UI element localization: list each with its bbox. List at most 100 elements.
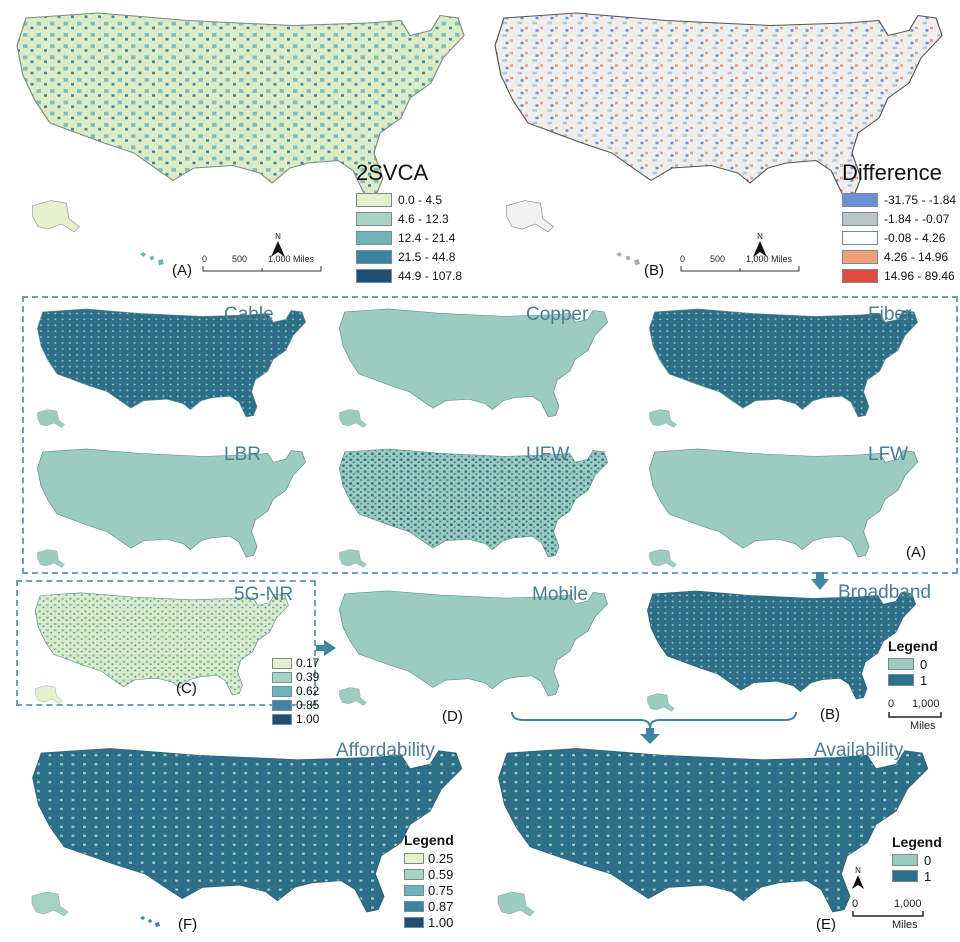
map-tech [36, 308, 307, 428]
legend-5g: 0.17 0.39 0.62 0.85 1.00 [272, 656, 319, 726]
map-title: LBR [224, 444, 261, 465]
legend-swatch [272, 685, 292, 697]
map-title: 5G-NR [234, 584, 294, 605]
panel-mobile: Mobile [330, 582, 630, 712]
legend-title: Legend [892, 834, 942, 850]
panel-letter: (B) [644, 262, 664, 279]
legend-title: Legend [888, 638, 938, 654]
tech-group-letter: (A) [906, 544, 926, 561]
panel-letter: (B) [820, 706, 840, 723]
legend-swatch [888, 658, 914, 670]
legend-availability: Legend 0 1 [892, 834, 942, 884]
scale-bar: 0 500 1,000 Miles [202, 254, 322, 272]
legend-item: 0 [888, 656, 938, 672]
map-title: Availability [814, 740, 904, 761]
legend-item: 0.25 [404, 850, 454, 866]
legend-swatch [842, 249, 878, 264]
legend-swatch [842, 230, 878, 245]
panel-availability: Availability Legend 0 1 N 0 1,000 Miles … [486, 740, 960, 942]
down-arrow-icon [811, 572, 829, 590]
legend-broadband: Legend 0 1 [888, 638, 938, 688]
legend-swatch [272, 671, 292, 683]
legend-swatch [404, 852, 424, 864]
legend-swatch [842, 268, 878, 283]
legend-item: 0.85 [272, 698, 319, 712]
map-tech [338, 448, 609, 568]
scale-bar: 0 500 1,000 Miles [680, 254, 800, 272]
legend-swatch [356, 192, 392, 207]
legend-item: 0.39 [272, 670, 319, 684]
map-title: Mobile [532, 584, 588, 605]
panel-tech-ufw: UFW [330, 440, 630, 574]
legend-swatch [356, 211, 392, 226]
legend-swatch [404, 900, 424, 912]
panel-tech-lbr: LBR [28, 440, 328, 574]
legend-swatch [356, 249, 392, 264]
legend-item: 1 [888, 672, 938, 688]
map-title: Fiber [868, 304, 912, 325]
legend-item: 0.59 [404, 866, 454, 882]
legend-item: 4.26 - 14.96 [842, 247, 956, 266]
right-arrow-icon [316, 640, 336, 656]
panel-broadband: Broadband Legend 0 1 0 1,000 Miles [640, 582, 960, 736]
legend-swatch [404, 916, 424, 928]
legend-item: 14.96 - 89.46 [842, 266, 956, 285]
legend-item: 1.00 [404, 914, 454, 930]
legend-difference: Difference -31.75 - -1.84 -1.84 - -0.07 … [842, 160, 956, 285]
legend-item: -0.08 - 4.26 [842, 228, 956, 247]
legend-2svca: 2SVCA 0.0 - 4.5 4.6 - 12.3 12.4 - 21.4 2… [356, 160, 462, 285]
panel-difference: Difference -31.75 - -1.84 -1.84 - -0.07 … [480, 0, 960, 290]
legend-swatch [892, 854, 918, 866]
panel-tech-cable: Cable [28, 300, 328, 434]
legend-swatch [356, 230, 392, 245]
merge-arrow-icon [511, 711, 797, 744]
north-arrow-icon: N [848, 866, 868, 891]
panel-affordability: Affordability Legend 0.25 0.59 0.75 0.87… [20, 740, 480, 942]
legend-swatch [272, 699, 292, 711]
legend-item: 0.62 [272, 684, 319, 698]
legend-item: 0.87 [404, 898, 454, 914]
tech-group-frame [22, 296, 958, 574]
map-title: LFW [868, 444, 909, 465]
north-arrow-icon: N [750, 232, 770, 259]
legend-item: 1.00 [272, 712, 319, 726]
legend-item: 4.6 - 12.3 [356, 209, 462, 228]
legend-swatch [842, 211, 878, 226]
legend-title: Legend [404, 832, 454, 848]
legend-swatch [892, 870, 918, 882]
legend-swatch [356, 268, 392, 283]
panel-2svca: 2SVCA 0.0 - 4.5 4.6 - 12.3 12.4 - 21.4 2… [0, 0, 480, 290]
legend-swatch [888, 674, 914, 686]
legend-affordability: Legend 0.25 0.59 0.75 0.87 1.00 [404, 832, 454, 930]
legend-swatch [272, 657, 292, 669]
legend-swatch [842, 192, 878, 207]
legend-item: 21.5 - 44.8 [356, 247, 462, 266]
legend-item: 0.17 [272, 656, 319, 670]
map-title: Affordability [336, 740, 435, 761]
panel-letter: (C) [176, 680, 197, 697]
legend-title: Difference [842, 160, 942, 185]
north-arrow-icon: N [268, 232, 288, 259]
map-title: Broadband [838, 582, 931, 603]
legend-item: 0.75 [404, 882, 454, 898]
map-tech [36, 448, 307, 568]
panel-5g-nr: 5G-NR 0.17 0.39 0.62 0.85 1.00 [28, 584, 319, 726]
legend-item: 12.4 - 21.4 [356, 228, 462, 247]
legend-item: 1 [892, 868, 942, 884]
legend-swatch [404, 884, 424, 896]
panel-tech-lfw: LFW [640, 440, 940, 574]
panel-letter: (A) [172, 262, 192, 279]
panel-letter: (E) [816, 916, 836, 933]
panel-tech-fiber: Fiber [640, 300, 940, 434]
legend-item: 44.9 - 107.8 [356, 266, 462, 285]
legend-item: -1.84 - -0.07 [842, 209, 956, 228]
legend-swatch [272, 713, 292, 725]
map-title: UFW [526, 444, 570, 465]
legend-swatch [404, 868, 424, 880]
legend-item: 0.0 - 4.5 [356, 190, 462, 209]
5g-group-frame [16, 580, 316, 706]
legend-item: 0 [892, 852, 942, 868]
map-title: Cable [224, 304, 274, 325]
legend-title: 2SVCA [356, 160, 429, 185]
panel-letter: (F) [178, 916, 198, 933]
